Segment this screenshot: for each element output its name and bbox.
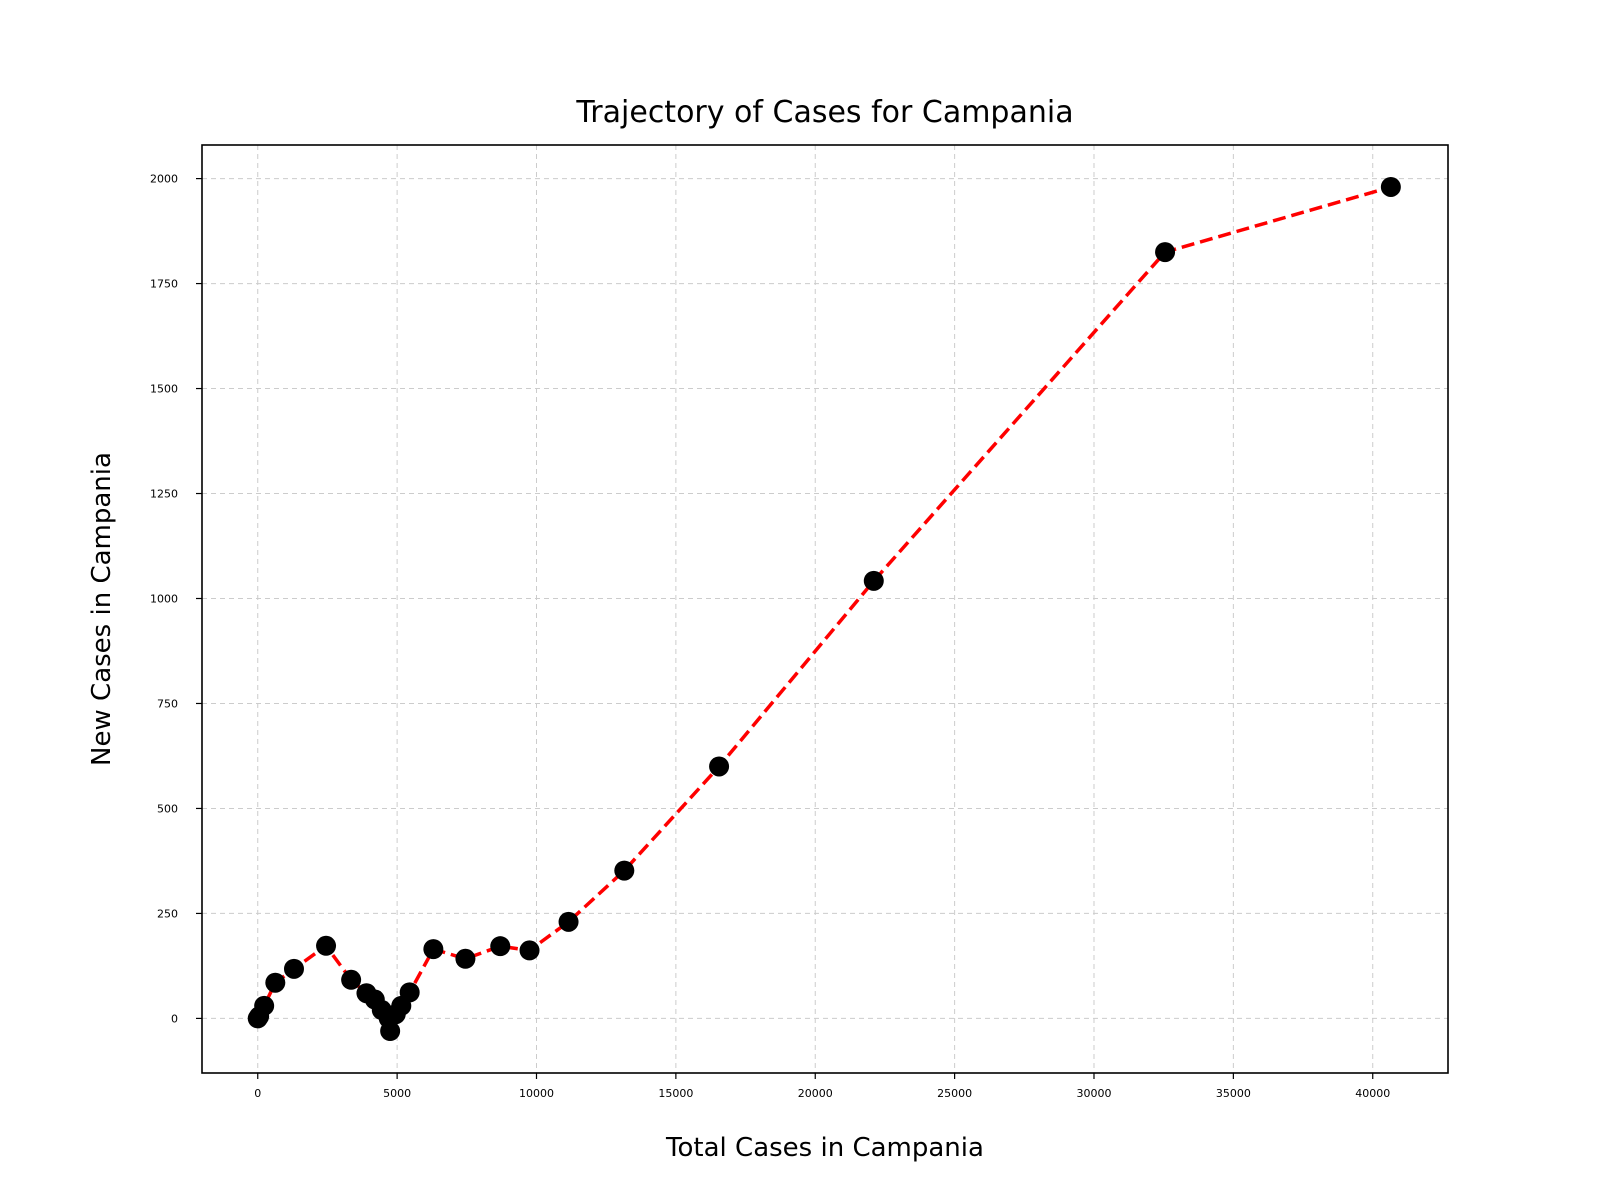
- x-axis-label: Total Cases in Campania: [665, 1133, 984, 1163]
- x-tick-label: 30000: [1076, 1087, 1111, 1100]
- data-point: [283, 958, 304, 979]
- y-tick-label: 750: [157, 697, 178, 710]
- data-point: [1380, 176, 1401, 197]
- data-point: [341, 969, 362, 990]
- y-tick-label: 1250: [150, 488, 178, 501]
- x-tick-label: 35000: [1216, 1087, 1251, 1100]
- y-tick-label: 1500: [150, 383, 178, 396]
- data-point: [399, 982, 420, 1003]
- grid: [202, 145, 1448, 1073]
- x-tick-label: 0: [254, 1087, 261, 1100]
- data-point: [490, 936, 511, 957]
- y-tick-label: 1000: [150, 593, 178, 606]
- x-tick-label: 5000: [383, 1087, 411, 1100]
- series-line-path: [256, 185, 1392, 1033]
- data-point: [863, 570, 884, 591]
- chart-title: Trajectory of Cases for Campania: [575, 95, 1073, 130]
- y-tick-label: 0: [171, 1012, 178, 1025]
- y-tick-label: 1750: [150, 278, 178, 291]
- data-point: [614, 860, 635, 881]
- data-point: [380, 1021, 401, 1042]
- data-point: [709, 756, 730, 777]
- data-point: [455, 948, 476, 969]
- data-point: [1155, 242, 1176, 263]
- y-tick-label: 500: [157, 802, 178, 815]
- data-point: [265, 972, 286, 993]
- axis-ticks: 0 5000 10000 15000 20000 25000 30000 35000 40000…: [150, 173, 1390, 1100]
- x-tick-label: 40000: [1355, 1087, 1390, 1100]
- x-tick-label: 25000: [937, 1087, 972, 1100]
- x-tick-label: 10000: [519, 1087, 554, 1100]
- data-point: [423, 939, 444, 960]
- y-tick-label: 250: [157, 907, 178, 920]
- series-line: [256, 185, 1392, 1033]
- y-axis-label: New Cases in Campania: [87, 452, 117, 766]
- data-point: [558, 911, 579, 932]
- x-tick-label: 20000: [798, 1087, 833, 1100]
- plot-frame: [201, 144, 1449, 1074]
- series-markers: [247, 176, 1401, 1042]
- data-point: [316, 935, 337, 956]
- y-tick-label: 2000: [150, 173, 178, 186]
- data-point: [519, 940, 540, 961]
- data-point: [254, 995, 275, 1016]
- x-tick-label: 15000: [658, 1087, 693, 1100]
